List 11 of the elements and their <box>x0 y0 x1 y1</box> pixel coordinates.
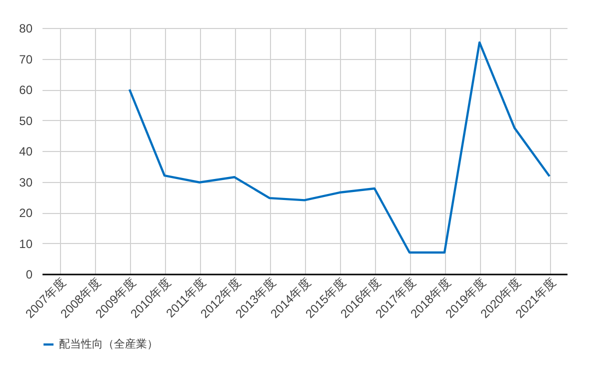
y-tick-label: 70 <box>19 52 33 66</box>
y-tick-label: 80 <box>19 22 33 36</box>
y-tick-label: 40 <box>19 144 33 158</box>
y-tick-label: 30 <box>19 175 33 190</box>
y-tick-label: 50 <box>19 114 33 128</box>
y-tick-label: 10 <box>19 236 33 251</box>
y-tick-label: 0 <box>26 268 33 282</box>
line-series <box>128 41 551 254</box>
y-tick-label: 60 <box>19 83 33 97</box>
legend-label: 配当性向（全産業） <box>59 338 158 350</box>
y-tick-label: 20 <box>19 206 33 220</box>
